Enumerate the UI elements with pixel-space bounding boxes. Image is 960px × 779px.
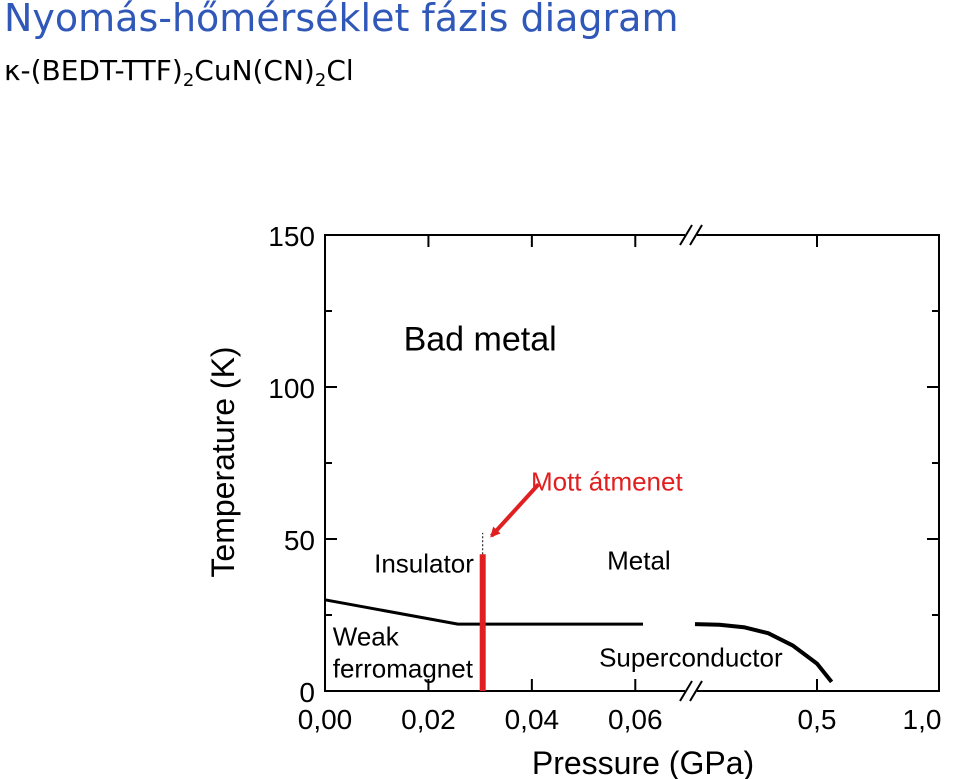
mott-transition-label: Mott átmenet <box>531 466 684 496</box>
series-layer <box>324 532 834 691</box>
region-label: Bad metal <box>404 321 557 359</box>
y-tick-label: 50 <box>284 525 315 556</box>
x-tick-label: 0,06 <box>608 704 663 735</box>
superconducting-dome-line <box>694 622 834 684</box>
formula-part: Cl <box>326 54 354 87</box>
axis-break-gap <box>685 688 697 694</box>
y-tick-label: 150 <box>268 221 315 252</box>
region-label: Insulator <box>374 548 474 578</box>
x-tick-label: 0,00 <box>298 704 353 735</box>
y-axis-ticks: 0 50 100 150 <box>268 221 939 708</box>
mott-transition-arrow <box>490 482 541 538</box>
y-tick-label: 0 <box>299 677 315 708</box>
x-tick-label: 0,5 <box>798 704 837 735</box>
x-tick-label: 0,02 <box>401 704 456 735</box>
region-label: Metal <box>607 545 671 575</box>
region-label: ferromagnet <box>333 653 474 683</box>
axis-break-mark-bottom <box>689 680 703 702</box>
y-tick-label: 100 <box>268 373 315 404</box>
compound-formula: κ-(BEDT-TTF)2CuN(CN)2Cl <box>4 54 354 91</box>
axis-break-mark-bottom <box>679 680 693 702</box>
page-title: Nyomás-hőmérséklet fázis diagram <box>4 0 679 40</box>
x-axis-ticks: 0,00 0,02 0,04 0,06 0,5 1,0 <box>298 235 942 735</box>
axis-break-marks <box>679 224 703 702</box>
axis-break-gap <box>685 232 697 238</box>
x-tick-label: 0,04 <box>505 704 560 735</box>
formula-subscript: 2 <box>314 70 327 91</box>
y-axis-label: Temperature (K) <box>205 346 241 577</box>
formula-part: κ-(BEDT-TTF) <box>4 54 183 87</box>
formula-part: CuN(CN) <box>194 54 315 87</box>
x-tick-label: 1,0 <box>903 704 942 735</box>
region-label: Superconductor <box>599 643 783 673</box>
x-axis-label: Pressure (GPa) <box>532 745 754 779</box>
axis-break-mark-top <box>679 224 693 246</box>
region-label: Weak <box>333 621 400 651</box>
insulator-boundary-line <box>324 598 643 626</box>
axis-break-mark-top <box>689 224 703 246</box>
formula-subscript: 2 <box>182 70 195 91</box>
